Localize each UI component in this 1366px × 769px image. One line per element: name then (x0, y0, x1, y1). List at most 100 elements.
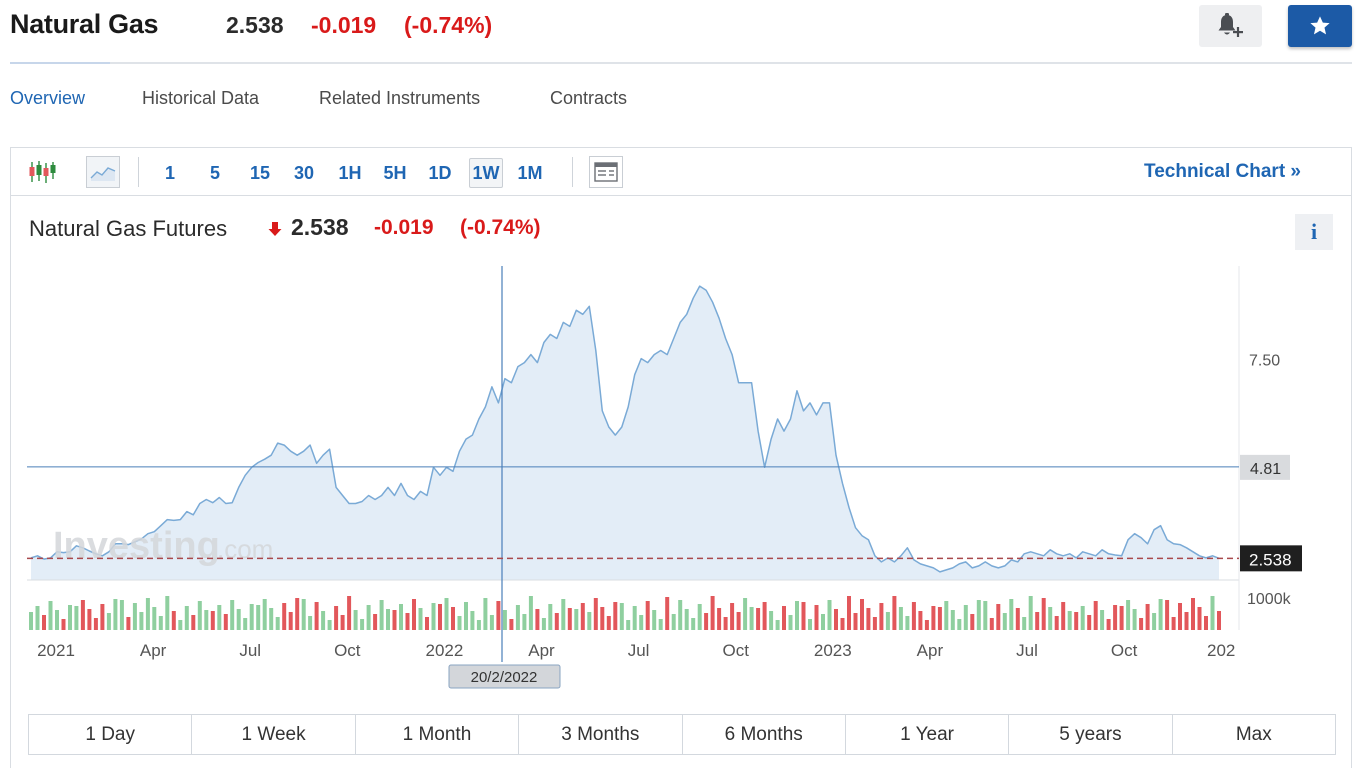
time-range-selector: 1 Day 1 Week 1 Month 3 Months 6 Months 1… (28, 714, 1336, 755)
volume-bar (515, 605, 520, 630)
volume-bar (788, 615, 793, 630)
volume-bar (834, 609, 838, 630)
volume-bar (827, 600, 832, 630)
info-button[interactable]: i (1295, 214, 1333, 250)
volume-bar (1067, 611, 1072, 630)
volume-bar (431, 603, 436, 630)
tab-contracts[interactable]: Contracts (550, 88, 628, 108)
volume-bar (743, 598, 748, 630)
range-5-years[interactable]: 5 years (1009, 715, 1173, 754)
range-6-months[interactable]: 6 Months (683, 715, 846, 754)
timeframe-15[interactable]: 15 (249, 162, 271, 183)
range-1-month[interactable]: 1 Month (356, 715, 520, 754)
volume-bar (158, 616, 163, 630)
volume-bar (152, 607, 157, 630)
volume-bar (1015, 608, 1020, 630)
star-icon (1310, 16, 1330, 35)
volume-bar (710, 596, 715, 630)
volume-bar (392, 610, 397, 630)
timeframe-1d[interactable]: 1D (428, 162, 452, 183)
range-1-week[interactable]: 1 Week (192, 715, 356, 754)
volume-bar (587, 612, 592, 630)
volume-bar (249, 604, 254, 630)
volume-bar (425, 617, 429, 630)
volume-bar (275, 617, 280, 630)
volume-bar (872, 617, 877, 630)
volume-bar (593, 598, 598, 630)
range-max[interactable]: Max (1235, 723, 1272, 745)
volume-bar (801, 602, 806, 630)
x-tick-label: 2022 (425, 641, 463, 660)
volume-bar (353, 610, 358, 630)
volume-bar (658, 619, 663, 630)
volume-bar (736, 612, 741, 630)
volume-bar (600, 607, 605, 630)
volume-bar (957, 619, 962, 630)
volume-bar (1022, 617, 1027, 630)
volume-bar (554, 613, 559, 630)
volume-bar (1165, 600, 1170, 630)
volume-bar (347, 596, 352, 630)
tab-related-instruments[interactable]: Related Instruments (319, 88, 481, 108)
volume-bar (626, 620, 631, 630)
volume-bar (502, 610, 507, 630)
x-tick-label: Oct (334, 641, 361, 660)
volume-bar (1197, 607, 1202, 630)
range-3-months[interactable]: 3 Months (519, 715, 683, 754)
tab-overview[interactable]: Overview (10, 88, 86, 108)
volume-bar (697, 604, 702, 630)
volume-bar (723, 617, 728, 630)
instrument-change: -0.019 (311, 12, 377, 38)
volume-bar (1113, 605, 1118, 630)
range-1-year[interactable]: 1 Year (846, 715, 1010, 754)
chart-settings-button[interactable] (589, 156, 623, 188)
volume-bar (106, 613, 111, 630)
x-tick-label: 2021 (37, 641, 75, 660)
volume-bar (1191, 598, 1195, 630)
volume-bar (1210, 596, 1215, 630)
volume-bar (308, 616, 313, 630)
volume-bar (762, 602, 767, 630)
volume-bar (963, 605, 968, 630)
volume-bar (606, 616, 611, 630)
volume-bar (1061, 602, 1066, 630)
volume-bar (48, 601, 53, 630)
timeframe-5[interactable]: 5 (209, 162, 220, 183)
timeframe-1h[interactable]: 1H (338, 162, 362, 183)
volume-bar (808, 619, 812, 630)
volume-bar (61, 619, 66, 630)
volume-bar (931, 606, 936, 630)
volume-bar (684, 609, 689, 630)
tab-historical-data[interactable]: Historical Data (142, 88, 260, 108)
volume-bar (55, 610, 59, 630)
area-chart-button[interactable] (86, 156, 120, 188)
volume-bar (210, 611, 215, 630)
volume-bar (749, 607, 754, 630)
volume-bar (295, 598, 300, 630)
volume-bar (321, 611, 326, 630)
volume-bar (464, 602, 468, 630)
range-1-day[interactable]: 1 Day (29, 715, 193, 754)
timeframe-1w[interactable]: 1W (469, 158, 503, 188)
timeframe-1[interactable]: 1 (164, 162, 175, 183)
volume-bar (853, 613, 858, 630)
investing-watermark-suffix: .com (217, 534, 273, 564)
volume-bar (775, 620, 780, 630)
volume-bar (145, 598, 150, 630)
add-alert-button[interactable] (1199, 5, 1262, 47)
technical-chart-link[interactable]: Technical Chart » (1144, 161, 1301, 182)
add-to-watchlist-button[interactable] (1288, 5, 1352, 47)
timeframe-5h[interactable]: 5H (383, 162, 407, 183)
volume-bar (1178, 603, 1182, 630)
volume-bar (74, 606, 79, 630)
volume-bar (1093, 601, 1098, 630)
header-divider (10, 62, 1352, 64)
volume-bar (976, 600, 981, 630)
candlestick-chart-button[interactable] (25, 156, 59, 188)
instrument-header: Natural Gas 2.538 -0.019 (-0.74%) (0, 0, 1366, 64)
timeframe-30[interactable]: 30 (293, 162, 315, 183)
volume-bar (814, 605, 819, 630)
volume-bar (476, 620, 481, 630)
timeframe-1m[interactable]: 1M (517, 162, 543, 183)
volume-bar (360, 619, 365, 630)
